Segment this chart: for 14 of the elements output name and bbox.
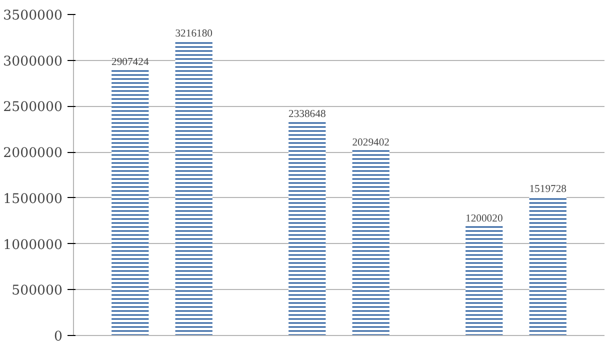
- y-tick-label: 500000: [12, 284, 63, 299]
- y-tick-label: 1000000: [3, 238, 62, 253]
- data-label: 3216180: [175, 28, 213, 40]
- data-label: 1519728: [529, 184, 567, 196]
- y-tick-label: 3000000: [3, 54, 62, 70]
- y-tick-label: 2500000: [3, 100, 62, 116]
- data-label: 2338648: [288, 109, 326, 120]
- y-tick-label: 2000000: [3, 146, 62, 162]
- data-label: 2907424: [111, 56, 150, 68]
- y-tick-label: 1500000: [3, 192, 62, 207]
- y-tick-label: 0: [54, 330, 63, 341]
- data-label: 1200020: [465, 213, 503, 224]
- y-tick-label: 3500000: [3, 8, 62, 24]
- data-label: 2029402: [352, 137, 390, 148]
